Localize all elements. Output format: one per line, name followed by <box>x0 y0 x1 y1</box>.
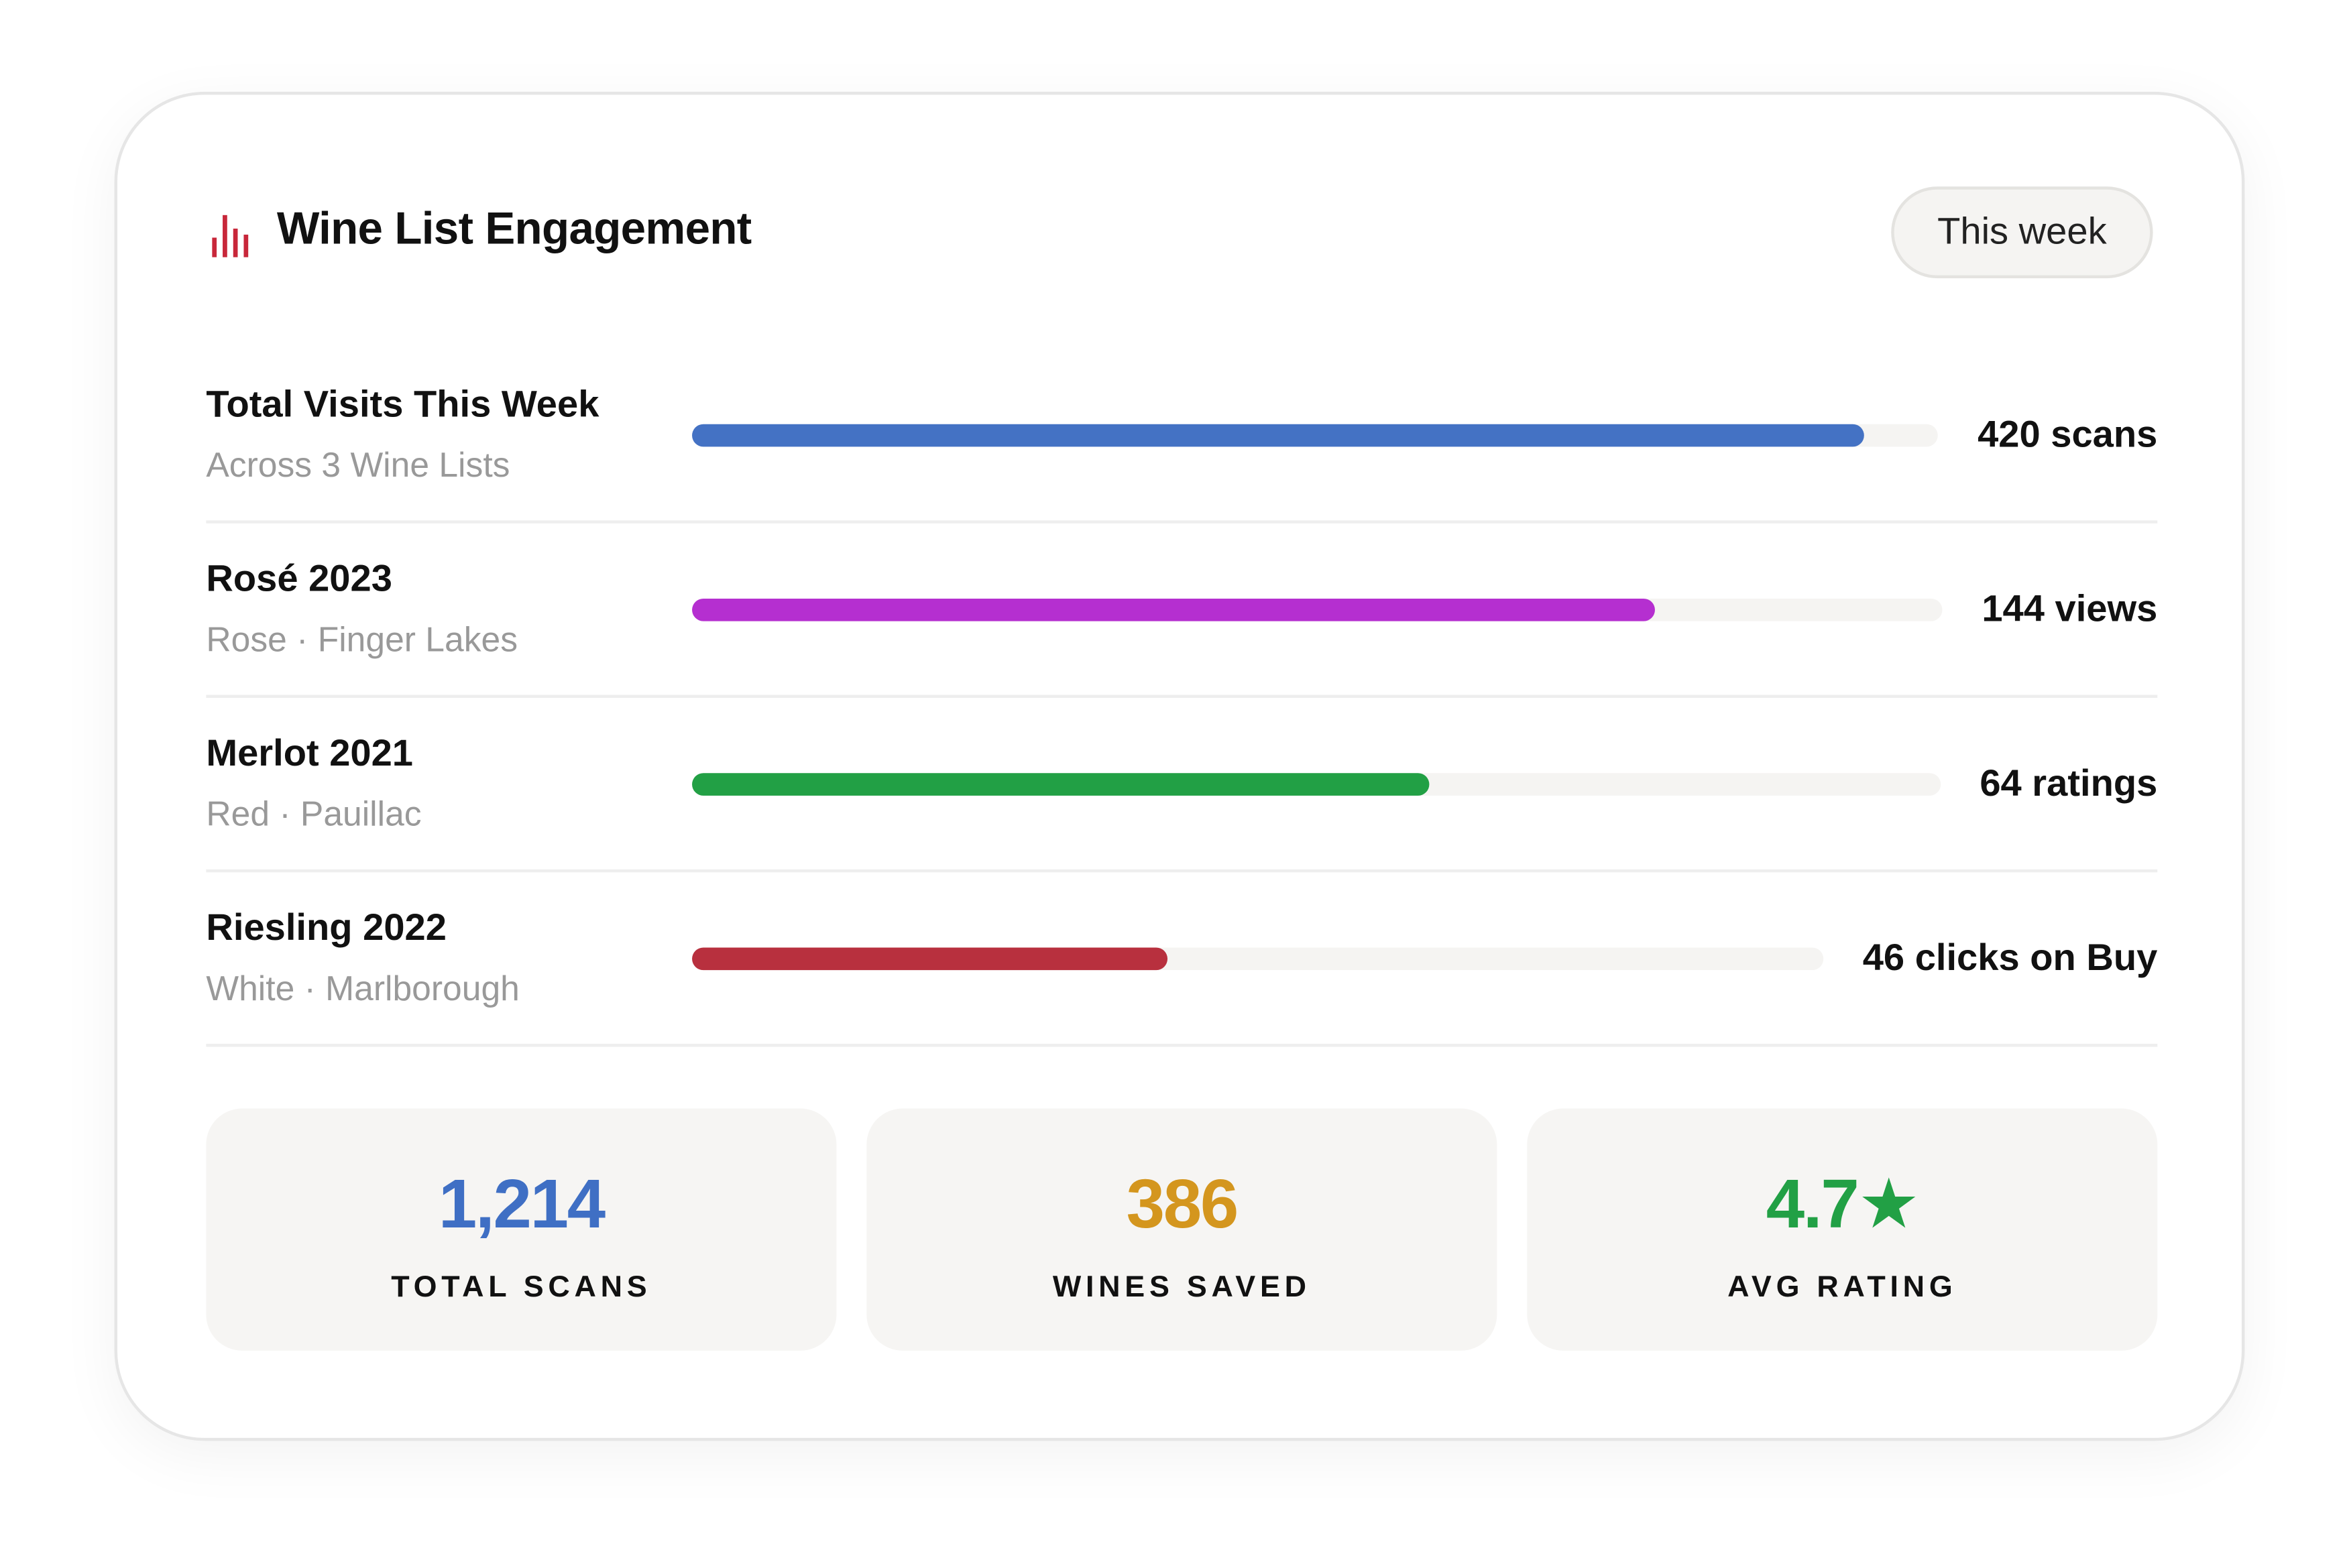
bar-track <box>692 423 1939 446</box>
metric-row: Merlot 2021 Red · Pauillac 64 ratings <box>206 698 2158 873</box>
row-label: Total Visits This Week Across 3 Wine List… <box>206 383 692 486</box>
metric-row: Total Visits This Week Across 3 Wine List… <box>206 349 2157 524</box>
row-name: Riesling 2022 <box>206 906 447 949</box>
rows: Total Visits This Week Across 3 Wine List… <box>206 349 2157 1047</box>
row-label: Rosé 2023 Rose · Finger Lakes <box>206 558 692 660</box>
stat-label: AVG RATING <box>1727 1270 1957 1305</box>
engagement-card: Wine List Engagement This week Total Vis… <box>114 91 2245 1441</box>
row-detail: Across 3 Wine Lists <box>206 445 510 485</box>
card-title: Wine List Engagement <box>276 204 752 255</box>
row-label: Merlot 2021 Red · Pauillac <box>206 733 692 835</box>
bar-track <box>692 597 1943 621</box>
bar-fill <box>692 597 1656 621</box>
stat-value: 4.7★ <box>1766 1164 1920 1243</box>
stats: 1,214 TOTAL SCANS 386 WINES SAVED 4.7★ AVG RA… <box>206 1108 2158 1351</box>
metric-row: Rosé 2023 Rose · Finger Lakes 144 views <box>206 524 2158 699</box>
stat-value: 386 <box>1126 1164 1239 1243</box>
stat-card: 4.7★ AVG RATING <box>1527 1108 2158 1351</box>
stat-label: WINES SAVED <box>1052 1270 1311 1305</box>
row-detail: White · Marlborough <box>206 968 520 1008</box>
row-detail: Red · Pauillac <box>206 794 422 833</box>
metric-row: Riesling 2022 White · Marlborough 46 click… <box>206 872 2158 1047</box>
bar-fill <box>692 947 1167 970</box>
stat-label: TOTAL SCANS <box>391 1270 652 1305</box>
row-value: 46 clicks on Buy <box>1862 936 2158 979</box>
stat-card: 1,214 TOTAL SCANS <box>206 1108 837 1351</box>
stat-value: 1,214 <box>438 1164 606 1243</box>
row-detail: Rose · Finger Lakes <box>206 619 518 659</box>
row-value: 64 ratings <box>1980 762 2158 804</box>
row-name: Total Visits This Week <box>206 383 599 426</box>
row-value: 144 views <box>1982 587 2158 629</box>
bar-track <box>692 772 1941 795</box>
chart-icon <box>212 215 249 257</box>
bar-track <box>692 947 1824 970</box>
bar-fill <box>692 423 1864 446</box>
bar-fill <box>692 772 1429 795</box>
row-name: Merlot 2021 <box>206 732 414 775</box>
row-value: 420 scans <box>1978 412 2158 455</box>
range-button[interactable]: This week <box>1891 186 2153 279</box>
row-name: Rosé 2023 <box>206 558 392 601</box>
stat-card: 386 WINES SAVED <box>866 1108 1497 1351</box>
row-label: Riesling 2022 White · Marlborough <box>206 907 692 1010</box>
